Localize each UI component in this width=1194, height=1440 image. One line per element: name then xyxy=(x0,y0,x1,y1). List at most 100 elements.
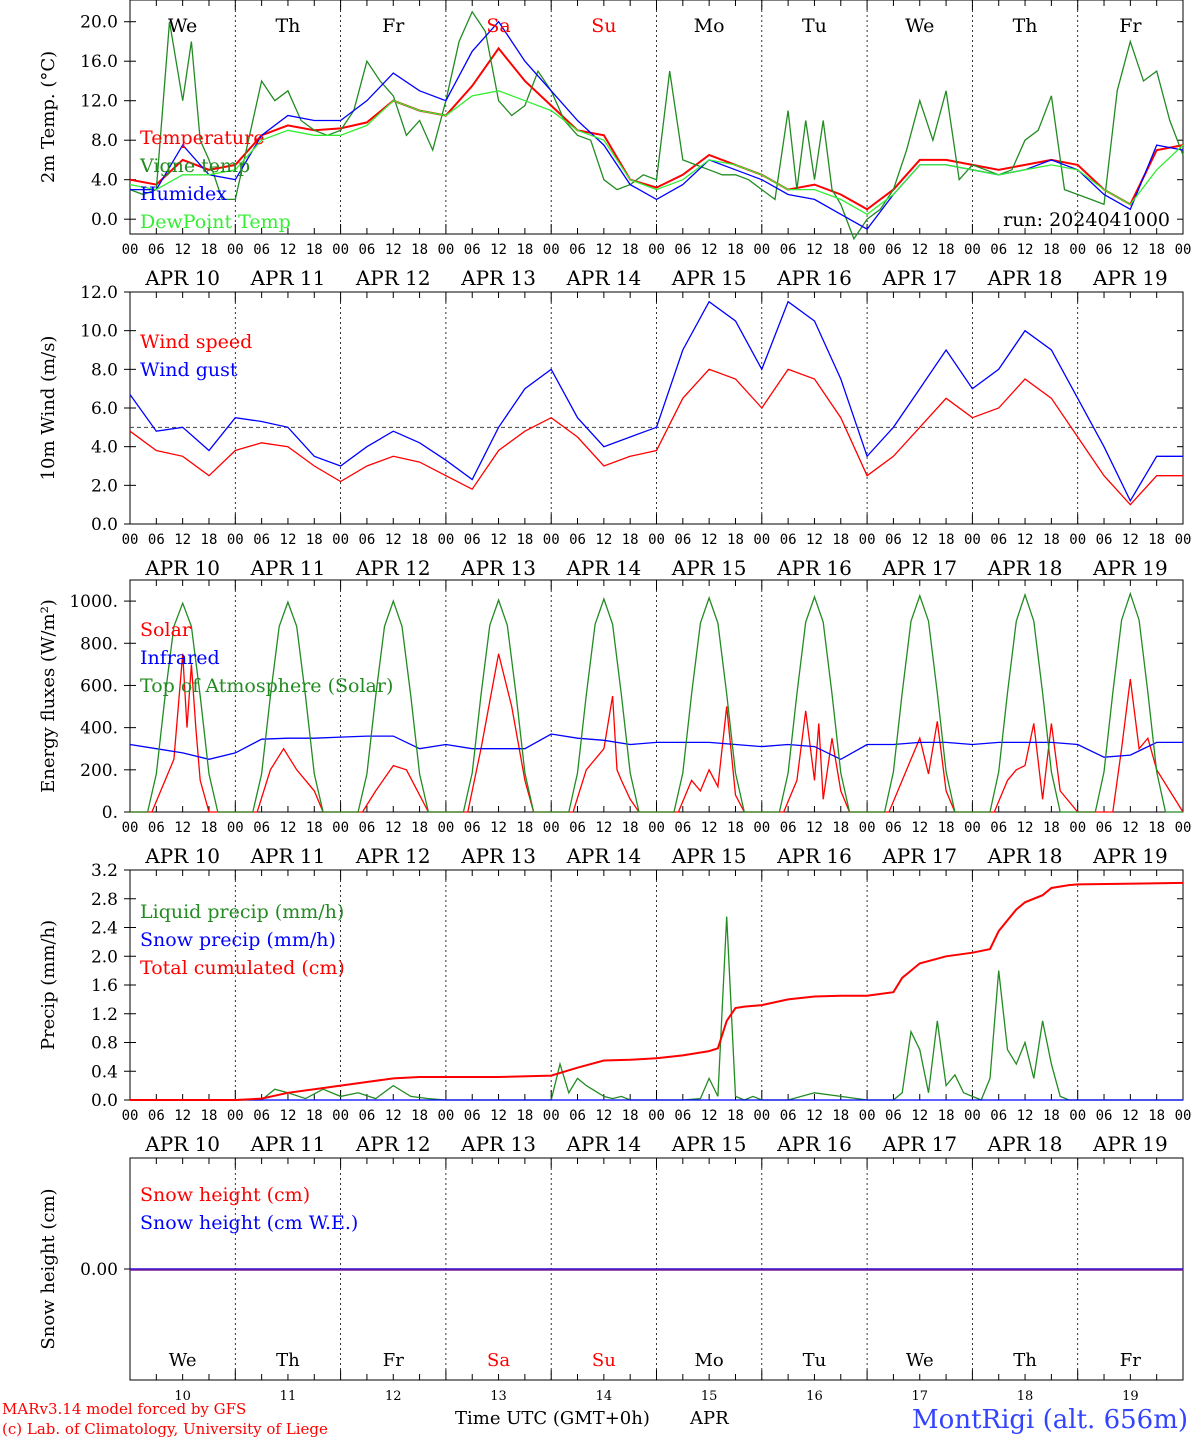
legend-entry: Top of Atmosphere (Solar) xyxy=(140,675,393,697)
x-date-label: APR 18 xyxy=(987,1132,1063,1156)
legend-entry: Infrared xyxy=(140,647,220,669)
bottom-day-number: 17 xyxy=(911,1389,928,1404)
x-hour-label: 06 xyxy=(464,1108,481,1124)
x-hour-label: 00 xyxy=(1175,242,1192,258)
x-hour-label: 06 xyxy=(990,1108,1007,1124)
y-tick-label: 400. xyxy=(80,719,118,739)
x-hour-label: 12 xyxy=(385,532,402,548)
day-of-week-label: Tu xyxy=(802,15,827,37)
x-hour-label: 00 xyxy=(437,242,454,258)
x-hour-label: 18 xyxy=(938,1108,955,1124)
x-hour-label: 12 xyxy=(1122,242,1139,258)
x-hour-label: 12 xyxy=(1017,532,1034,548)
x-date-label: APR 14 xyxy=(565,556,641,580)
x-hour-label: 06 xyxy=(990,242,1007,258)
y-tick-label: 4.0 xyxy=(91,171,118,191)
x-hour-label: 00 xyxy=(1069,1108,1086,1124)
x-hour-label: 06 xyxy=(464,242,481,258)
x-hour-label: 00 xyxy=(964,820,981,836)
x-hour-label: 00 xyxy=(859,532,876,548)
x-date-label: APR 10 xyxy=(144,1132,220,1156)
station-name: MontRigi (alt. 656m) xyxy=(912,1405,1188,1435)
y-tick-label: 1000. xyxy=(69,592,118,612)
day-of-week-label: Mo xyxy=(694,15,725,37)
x-hour-label: 18 xyxy=(622,532,639,548)
x-date-label: APR 18 xyxy=(987,556,1063,580)
x-hour-label: 06 xyxy=(1096,532,1113,548)
x-hour-label: 00 xyxy=(648,532,665,548)
x-hour-label: 00 xyxy=(753,820,770,836)
x-hour-label: 12 xyxy=(280,1108,297,1124)
bottom-day-number: 10 xyxy=(174,1389,191,1404)
x-hour-label: 12 xyxy=(701,1108,718,1124)
x-hour-label: 06 xyxy=(780,532,797,548)
x-hour-label: 06 xyxy=(253,242,270,258)
x-hour-label: 06 xyxy=(780,820,797,836)
x-hour-label: 18 xyxy=(832,1108,849,1124)
bottom-day-of-week: Mo xyxy=(695,1350,724,1371)
x-hour-label: 00 xyxy=(648,242,665,258)
x-hour-label: 06 xyxy=(148,1108,165,1124)
x-date-label: APR 16 xyxy=(776,266,852,290)
series-line-temperature xyxy=(129,46,1184,211)
x-hour-label: 18 xyxy=(516,242,533,258)
x-hour-label: 12 xyxy=(911,242,928,258)
x-date-label: APR 15 xyxy=(671,1132,747,1156)
y-tick-label: 200. xyxy=(80,761,118,781)
x-date-label: APR 18 xyxy=(987,844,1063,868)
x-hour-label: 12 xyxy=(490,242,507,258)
x-hour-label: 18 xyxy=(201,1108,218,1124)
x-date-label: APR 10 xyxy=(144,556,220,580)
legend-entry: Total cumulated (cm) xyxy=(140,957,345,979)
series-line-total-cumulated-cm- xyxy=(130,881,1184,1101)
bottom-day-of-week: Sa xyxy=(487,1350,510,1371)
bottom-day-of-week: We xyxy=(169,1350,197,1371)
x-hour-label: 18 xyxy=(201,820,218,836)
x-date-label: APR 11 xyxy=(250,1132,326,1156)
x-date-label: APR 19 xyxy=(1092,1132,1168,1156)
x-date-label: APR 19 xyxy=(1092,844,1168,868)
x-date-label: APR 11 xyxy=(250,844,326,868)
x-hour-label: 18 xyxy=(1043,1108,1060,1124)
x-hour-label: 12 xyxy=(174,820,191,836)
legend-entry: Vigne temp xyxy=(139,155,250,177)
day-of-week-label: Fr xyxy=(382,15,405,37)
x-hour-label: 00 xyxy=(753,242,770,258)
x-hour-label: 06 xyxy=(358,820,375,836)
day-of-week-label: We xyxy=(168,15,197,37)
x-hour-label: 00 xyxy=(122,242,139,258)
panel-5: 0.00 Snow height (cm) Snow height (cm) Snow… xyxy=(38,1157,1184,1381)
x-hour-label: 00 xyxy=(859,242,876,258)
x-hour-label: 00 xyxy=(753,532,770,548)
x-date-label: APR 15 xyxy=(671,266,747,290)
x-date-label: APR 11 xyxy=(250,266,326,290)
x-hour-label: 18 xyxy=(1043,532,1060,548)
x-hour-label: 06 xyxy=(780,242,797,258)
legend-entry: Liquid precip (mm/h) xyxy=(140,901,344,923)
y-tick-label: 20.0 xyxy=(80,13,118,33)
x-date-label: APR 18 xyxy=(987,266,1063,290)
y-axis-label: Precip (mm/h) xyxy=(38,920,59,1050)
legend-entry: DewPoint Temp xyxy=(140,211,291,233)
run-annotation: run: 2024041000 xyxy=(1003,209,1170,231)
x-hour-label: 12 xyxy=(701,820,718,836)
legend-entry: Snow height (cm) xyxy=(140,1184,310,1206)
bottom-day-number: 18 xyxy=(1017,1389,1034,1404)
x-date-label: APR 13 xyxy=(460,1132,536,1156)
x-hour-label: 00 xyxy=(437,532,454,548)
series-line-wind-gust xyxy=(129,300,1183,503)
x-hour-label: 18 xyxy=(516,532,533,548)
x-date-label: APR 15 xyxy=(671,556,747,580)
panel-4: 0.0 0.4 0.8 1.2 1.6 2.0 2.4 2.8 3.2 Precip (mm/h)… xyxy=(38,861,1191,1156)
series-line-wind-speed xyxy=(129,368,1183,506)
x-hour-label: 18 xyxy=(1148,820,1165,836)
x-hour-label: 18 xyxy=(411,242,428,258)
x-hour-label: 00 xyxy=(332,1108,349,1124)
x-date-label: APR 10 xyxy=(144,844,220,868)
x-hour-label: 18 xyxy=(832,820,849,836)
x-hour-label: 12 xyxy=(701,242,718,258)
x-hour-label: 12 xyxy=(911,532,928,548)
bottom-day-of-week: Su xyxy=(592,1350,616,1371)
x-hour-label: 18 xyxy=(727,820,744,836)
x-date-label: APR 12 xyxy=(355,1132,431,1156)
